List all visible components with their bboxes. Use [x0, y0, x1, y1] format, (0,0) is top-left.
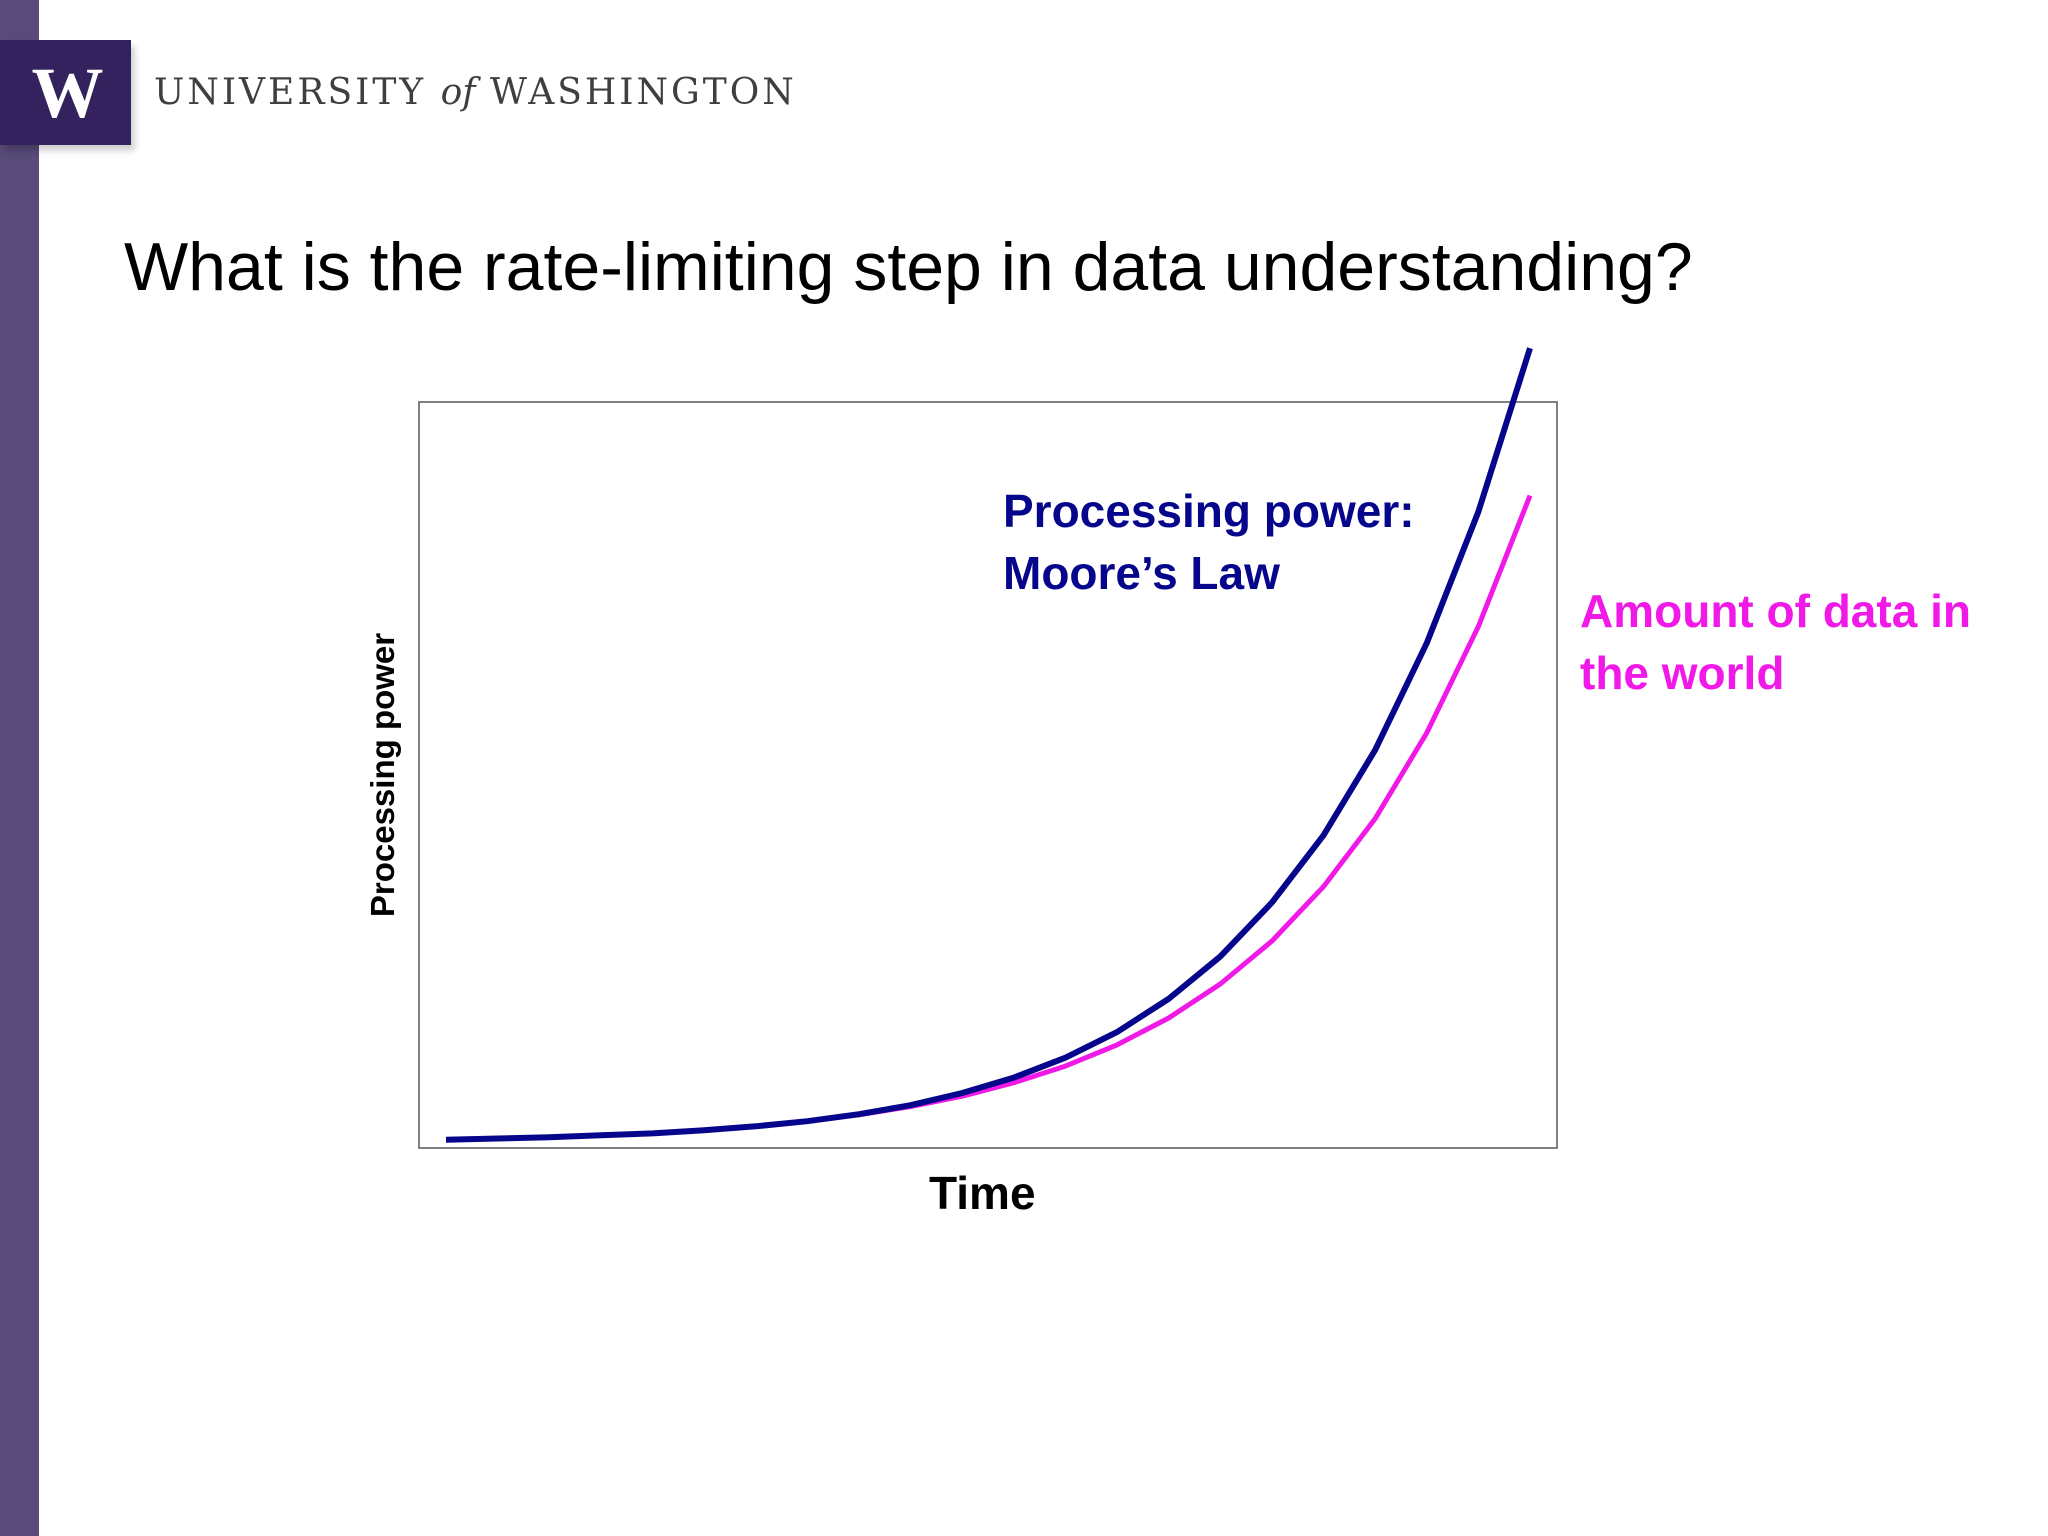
plot-area-border [418, 401, 1558, 1149]
x-axis-label: Time [929, 1167, 1036, 1219]
series-label-data-line2: the world [1580, 647, 1785, 699]
series-label-processing: Processing power: Moore’s Law [1003, 480, 1415, 604]
logo-w-letter: W [31, 52, 104, 133]
series-line-processing-power [445, 347, 1533, 1143]
slide-title: What is the rate-limiting step in data u… [124, 229, 1693, 305]
wordmark-washington: WASHINGTON [490, 72, 797, 113]
sidebar-accent-bar [0, 0, 39, 1536]
series-label-processing-line1: Processing power: [1003, 485, 1415, 537]
wordmark-of: of [440, 72, 476, 113]
university-logo: W [0, 40, 131, 145]
series-label-processing-line2: Moore’s Law [1003, 547, 1280, 599]
series-label-data-line1: Amount of data in [1580, 585, 1971, 637]
series-layer [445, 347, 1533, 1143]
wordmark-university: UNIVERSITY [154, 72, 427, 113]
series-label-data: Amount of data in the world [1580, 580, 1971, 704]
university-wordmark: UNIVERSITY of WASHINGTON [154, 72, 797, 113]
y-axis-label: Processing power [364, 632, 401, 918]
